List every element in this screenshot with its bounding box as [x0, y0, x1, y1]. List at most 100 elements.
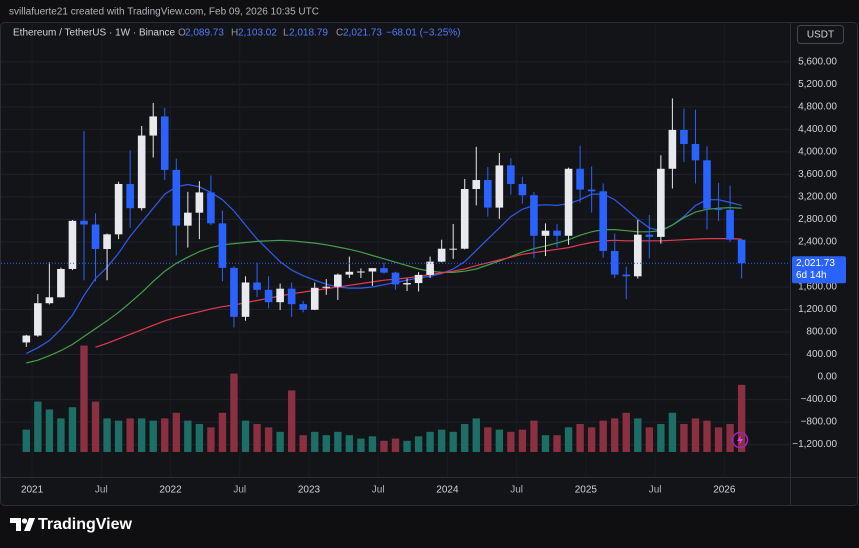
candle-body [737, 239, 746, 264]
volume-bar [507, 431, 515, 452]
candle-body [91, 224, 100, 249]
x-tick-label: 2026 [713, 485, 736, 496]
candle-body [253, 282, 261, 290]
volume-bar [599, 420, 607, 452]
alert-bolt [737, 435, 743, 445]
change-value: −68.01 (−3.25%) [386, 28, 461, 39]
candle-body [610, 250, 619, 275]
x-tick-label: Jul [95, 485, 108, 496]
x-tick-label: 2024 [436, 485, 459, 496]
candle-body [645, 234, 654, 237]
volume-bar [541, 435, 550, 452]
candle-body [57, 268, 65, 298]
moving-average-line [26, 183, 742, 354]
logo-mark [10, 518, 35, 531]
candle-body [691, 144, 700, 161]
currency-button[interactable] [797, 25, 844, 44]
candle-body [345, 271, 354, 275]
candle-body [483, 180, 492, 208]
y-tick-label: 2,800.00 [798, 214, 837, 225]
volume-bar [207, 427, 215, 452]
candle-body [726, 209, 734, 240]
candle-body [460, 189, 469, 249]
volume-bar [161, 418, 169, 452]
candle-body [103, 234, 111, 249]
moving-average-line [26, 206, 742, 364]
candle-body [530, 195, 538, 236]
last-price-label: 2,021.73 [796, 258, 835, 269]
volume-bar [34, 401, 42, 452]
volume-layer [22, 345, 746, 452]
candle-body [160, 116, 169, 170]
candle-body [310, 287, 319, 310]
candle-body [287, 288, 296, 305]
candle-body [207, 192, 215, 224]
close-value: 2,021.73 [343, 28, 382, 39]
volume-bar [22, 429, 30, 452]
y-tick-label: 3,200.00 [798, 192, 837, 203]
volume-bar [264, 427, 273, 452]
volume-bar [334, 431, 342, 452]
low-value: 2,018.79 [289, 28, 328, 39]
volume-bar [461, 424, 469, 452]
candle-body [403, 283, 411, 285]
candle-body [195, 192, 204, 213]
candle-body [322, 286, 331, 288]
y-tick-label: 4,400.00 [798, 124, 837, 135]
candle-body [576, 168, 584, 190]
candle-body [668, 129, 677, 169]
candle-body [149, 116, 158, 136]
candle-body [426, 261, 434, 275]
candle-body [587, 189, 596, 192]
volume-bar [299, 435, 307, 452]
y-tick-label: 1,600.00 [798, 282, 837, 293]
candle-body [553, 230, 561, 236]
y-tick-label: 4,800.00 [798, 101, 837, 112]
y-tick-label: 400.00 [806, 349, 837, 360]
volume-bar [484, 427, 492, 452]
candle-body [495, 165, 504, 208]
candle-body [507, 165, 515, 184]
candle-body [22, 335, 31, 343]
volume-bar [195, 424, 204, 452]
volume-bar [449, 431, 457, 452]
x-tick-label: 2023 [298, 485, 321, 496]
volume-bar [426, 431, 434, 452]
volume-bar [403, 440, 411, 452]
candle-body [472, 180, 481, 190]
volume-bar [622, 412, 630, 452]
y-tick-label: 5,600.00 [798, 56, 837, 67]
volume-bar [80, 345, 88, 452]
candle-body [114, 183, 123, 235]
candle-body [541, 230, 550, 236]
candle-body [564, 168, 573, 236]
x-tick-label: Jul [510, 485, 523, 496]
volume-bar [357, 438, 365, 452]
candle-body [633, 234, 642, 277]
volume-bar [172, 412, 180, 452]
x-tick-label: Jul [233, 485, 246, 496]
candle-body [184, 212, 192, 226]
candle-body [437, 248, 446, 262]
candle-body [622, 274, 631, 277]
volume-bar [311, 431, 319, 452]
x-tick-label: 2022 [159, 485, 182, 496]
volume-bar [368, 436, 377, 452]
volume-bar [68, 407, 77, 452]
candle-body [368, 268, 377, 272]
volume-bar [322, 435, 330, 452]
candles-layer [22, 98, 746, 347]
candle-body [449, 248, 457, 250]
volume-bar [57, 418, 65, 452]
currency[interactable]: USDT [807, 30, 834, 41]
alert-icon[interactable] [731, 431, 749, 449]
candle-body [241, 282, 250, 317]
volume-bar [414, 436, 423, 452]
candle-body [680, 129, 688, 145]
candle-body [657, 168, 665, 237]
candle-body [218, 223, 227, 268]
y-tick-label: 3,600.00 [798, 169, 837, 180]
volume-bar [230, 373, 238, 452]
countdown: 6d 14h [796, 270, 827, 281]
